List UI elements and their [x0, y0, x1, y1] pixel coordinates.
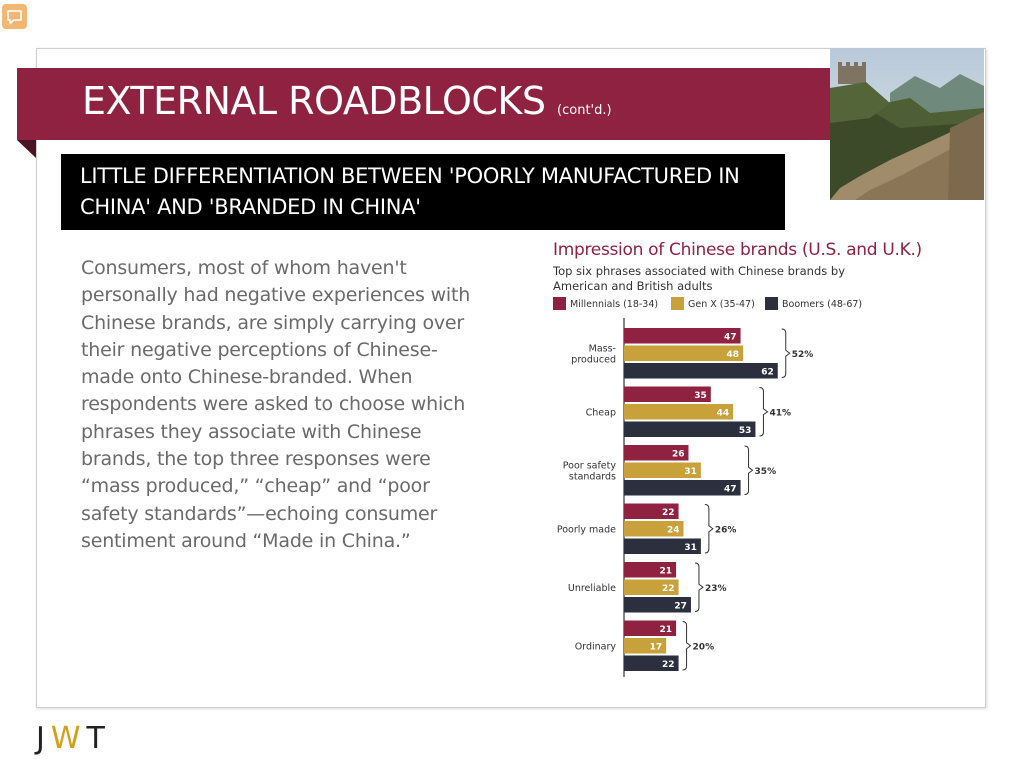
legend-label: Gen X (35-47) [688, 299, 755, 310]
logo-letter-t: T [86, 721, 111, 756]
bar [624, 521, 684, 537]
jwt-logo: JWT [36, 722, 111, 756]
category-label: standards [569, 471, 616, 482]
title-band [17, 68, 830, 140]
bar [624, 655, 679, 671]
bar [624, 562, 677, 578]
legend-swatch [553, 297, 566, 310]
bar [624, 597, 691, 613]
data-label: 35 [694, 391, 707, 401]
logo-letter-w: W [50, 721, 87, 756]
data-label: 22 [662, 660, 675, 670]
data-label: 47 [724, 484, 737, 494]
slide-title: EXTERNAL ROADBLOCKS (cont'd.) [82, 78, 612, 134]
category-label: Mass- [589, 343, 616, 354]
group-bracket [781, 328, 791, 378]
data-label: 21 [660, 625, 673, 635]
category-label: produced [571, 354, 616, 365]
group-total-label: 20% [693, 642, 715, 652]
bar [624, 345, 744, 361]
bar [624, 404, 734, 420]
data-label: 47 [724, 332, 737, 342]
chart-subtitle: Top six phrases associated with Chinese … [553, 264, 846, 293]
data-label: 22 [662, 584, 675, 594]
data-label: 21 [660, 566, 673, 576]
title-band-fold [17, 140, 36, 158]
data-label: 26 [672, 449, 685, 459]
category-label: Cheap [586, 407, 616, 418]
group-bracket [694, 562, 704, 612]
subheading-text: LITTLE DIFFERENTIATION BETWEEN 'POORLY M… [80, 164, 740, 219]
group-bracket [704, 504, 714, 554]
category-label: Ordinary [575, 641, 617, 652]
bar [624, 328, 741, 344]
data-label: 27 [674, 601, 687, 611]
subheading-box [61, 154, 785, 230]
legend-item-millennials: Millennials (18-34) [553, 297, 658, 312]
data-label: 31 [684, 543, 697, 553]
notes-button[interactable] [2, 4, 27, 29]
bar [624, 638, 667, 654]
data-label: 31 [684, 467, 697, 477]
bar [624, 462, 701, 478]
group-total-label: 26% [715, 525, 737, 535]
legend-item-boomers: Boomers (48-67) [765, 297, 862, 312]
group-total-label: 23% [705, 584, 727, 594]
group-bracket [682, 621, 692, 671]
bar [624, 579, 679, 595]
data-label: 48 [727, 350, 740, 360]
bar [624, 503, 679, 519]
group-total-label: 35% [755, 467, 777, 477]
bar [624, 421, 756, 437]
legend-swatch [765, 297, 778, 310]
group-total-label: 41% [769, 408, 791, 418]
data-label: 62 [761, 367, 774, 377]
bar [624, 538, 701, 554]
legend-label: Boomers (48-67) [782, 299, 863, 310]
bar [624, 386, 711, 402]
group-bracket [744, 445, 754, 495]
bar [624, 480, 741, 496]
bar-chart: Mass-produced 47 48 62 52% Cheap 35 44 53 41% Poor… [557, 318, 814, 677]
data-label: 44 [717, 408, 730, 418]
title-suffix: (cont'd.) [557, 103, 612, 118]
category-label: Poor safety [563, 460, 617, 471]
data-label: 17 [650, 642, 663, 652]
group-total-label: 52% [792, 350, 814, 360]
bar [624, 363, 778, 379]
legend-item-genx: Gen X (35-47) [671, 297, 755, 312]
speech-bubble-icon [7, 9, 22, 24]
title-text: EXTERNAL ROADBLOCKS [82, 79, 546, 123]
bar [624, 620, 677, 636]
data-label: 24 [667, 525, 680, 535]
group-bracket [759, 387, 769, 437]
category-label: Unreliable [568, 583, 616, 594]
bar [624, 445, 689, 461]
data-label: 53 [739, 426, 752, 436]
legend-swatch [671, 297, 684, 310]
category-label: Poorly made [557, 524, 616, 535]
great-wall-photo [830, 48, 984, 200]
data-label: 22 [662, 508, 675, 518]
body-paragraph: Consumers, most of whom haven't personal… [81, 257, 471, 552]
logo-letter-j: J [36, 721, 51, 756]
chart-title: Impression of Chinese brands (U.S. and U… [553, 240, 922, 260]
legend-label: Millennials (18-34) [570, 299, 659, 310]
